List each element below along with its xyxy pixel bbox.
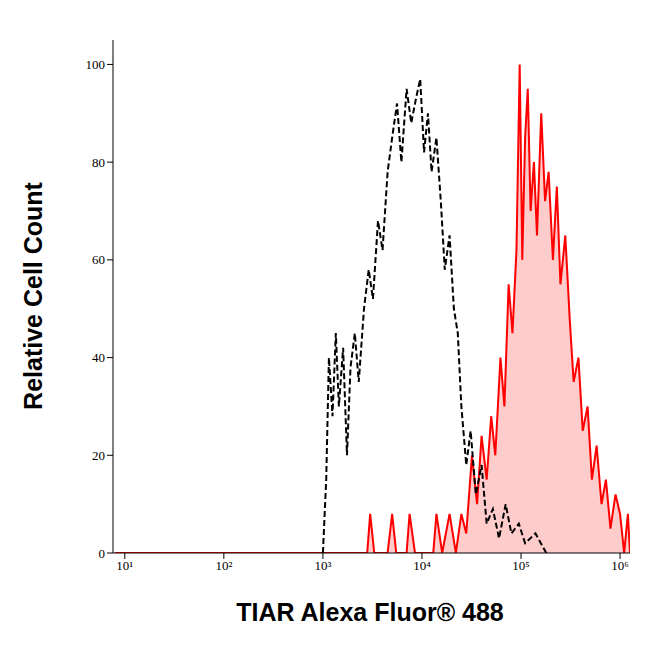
- svg-text:80: 80: [92, 155, 105, 170]
- svg-text:10⁴: 10⁴: [413, 558, 431, 573]
- svg-text:10¹: 10¹: [116, 558, 133, 573]
- html-text:Relative Cell Count: Relative Cell Count: [18, 182, 47, 410]
- svg-text:20: 20: [92, 448, 105, 463]
- html-text:TIAR Alexa Fluor® 488: TIAR Alexa Fluor® 488: [236, 597, 504, 626]
- svg-text:10⁶: 10⁶: [611, 558, 629, 573]
- svg-text:10⁵: 10⁵: [512, 558, 530, 573]
- svg-text:10²: 10²: [215, 558, 232, 573]
- svg-text:10³: 10³: [314, 558, 331, 573]
- svg-text:100: 100: [86, 57, 106, 72]
- svg-text:60: 60: [92, 252, 105, 267]
- svg-text:40: 40: [92, 350, 105, 365]
- svg-text:0: 0: [99, 546, 106, 561]
